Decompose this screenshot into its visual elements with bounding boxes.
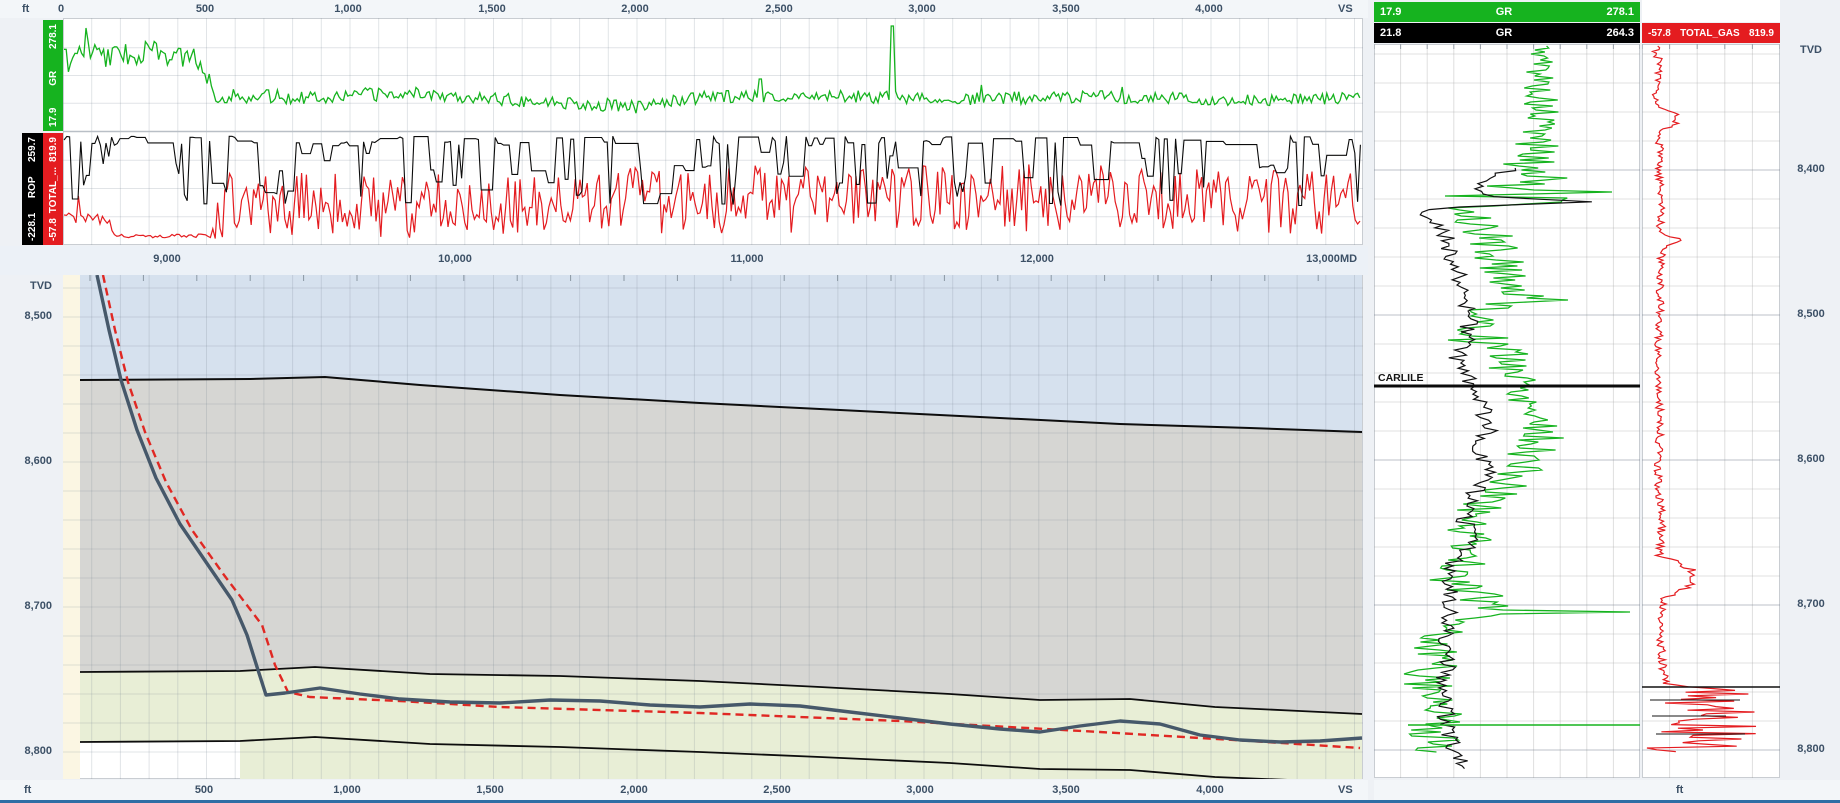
right-tvd-tick-label: 8,600 [1786,453,1836,465]
total-gas-min-value: -57.8 [48,218,59,241]
gr-green-name: GR [1496,6,1513,18]
total-gas-hdr-max: 819.9 [1749,28,1774,39]
cross-section-plot[interactable] [63,275,1363,779]
typelog-gas-track[interactable] [1642,44,1780,778]
rop-max-value: 259.7 [27,137,38,162]
main-vs-axis-row [0,780,1368,801]
top-track-label-total-gas[interactable]: -57.8 TOTAL_... 819.9 [43,133,63,245]
top-vs-axis-end-label: VS [1338,3,1353,15]
right-tvd-tick-label: 8,400 [1786,163,1836,175]
top-track-label-rop[interactable]: -228.1 ROP 259.7 [22,133,43,245]
total-gas-max-value: 819.9 [48,137,59,162]
typelog-gr-track[interactable] [1374,44,1640,778]
main-tvd-tick-label: 8,700 [0,600,52,612]
gr-green-max: 278.1 [1606,6,1634,18]
right-tvd-tick-label: 8,800 [1786,743,1836,755]
gr-max-value: 278.1 [48,24,59,49]
rop-curve-name: ROP [27,177,38,199]
right-tvd-tick-label: 8,500 [1786,308,1836,320]
total-gas-hdr-min: -57.8 [1648,28,1671,39]
main-tvd-axis-label: TVD [0,280,52,292]
gr-green-min: 17.9 [1380,6,1401,18]
top-unit-label: ft [22,3,29,15]
top-vs-axis-row [0,0,1368,18]
main-vs-axis-end-label: VS [1338,784,1353,796]
main-tvd-tick-label: 8,800 [0,745,52,757]
main-unit-label: ft [24,784,31,796]
right-tvd-tick-label: 8,700 [1786,598,1836,610]
md-axis-end-label: MD [1340,253,1357,265]
main-tvd-tick-label: 8,500 [0,310,52,322]
right-bottom-row [1374,780,1840,801]
header-gr-black[interactable]: 21.8 GR 264.3 [1374,23,1640,43]
total-gas-curve-name: TOTAL_... [48,167,59,213]
right-tvd-axis-label: TVD [1790,44,1832,56]
gr-curve-name: GR [48,71,59,86]
gas-track-header-spacer [1642,0,1780,22]
gr-black-min: 21.8 [1380,27,1401,39]
main-tvd-tick-label: 8,600 [0,455,52,467]
gr-black-max: 264.3 [1606,27,1634,39]
top-track-label-gr[interactable]: 17.9 GR 278.1 [43,20,63,131]
md-axis-row [0,246,1368,275]
rop-min-value: -228.1 [27,213,38,241]
gr-black-name: GR [1496,27,1513,39]
gr-min-value: 17.9 [48,108,59,127]
top-log-plot[interactable] [63,18,1363,245]
total-gas-hdr-name: TOTAL_GAS [1680,28,1740,39]
right-unit-label: ft [1676,784,1683,796]
header-total-gas[interactable]: -57.8 TOTAL_GAS 819.9 [1642,23,1780,43]
header-gr-green[interactable]: 17.9 GR 278.1 [1374,2,1640,22]
formation-marker-label: CARLILE [1378,372,1424,384]
geosteering-app: ft VS 17.9 GR 278.1 -228.1 ROP 259.7 -57… [0,0,1840,803]
